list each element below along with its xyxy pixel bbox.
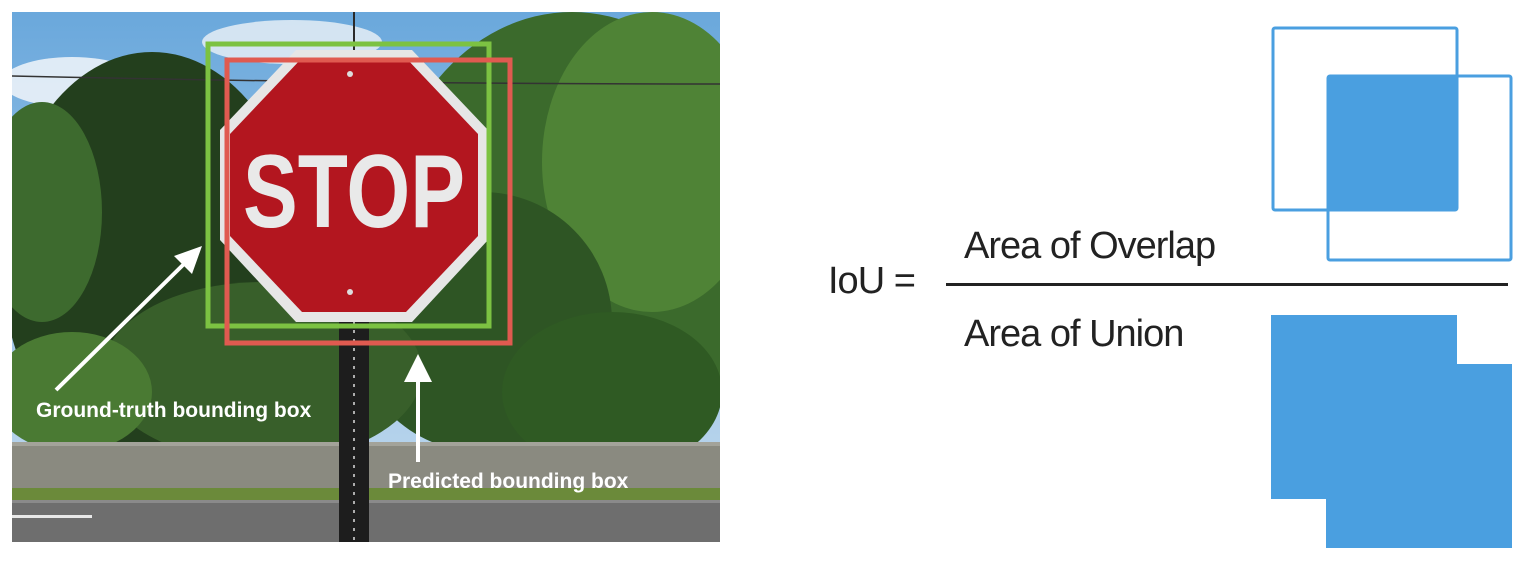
iou-label: IoU = bbox=[828, 260, 916, 302]
ground-truth-arrow-icon bbox=[54, 246, 202, 392]
box-b-outline bbox=[1326, 74, 1513, 262]
union-diagram bbox=[1271, 315, 1512, 548]
union-area-shape bbox=[1271, 315, 1512, 548]
stop-sign: STOP bbox=[220, 50, 488, 322]
overlap-diagram bbox=[1271, 26, 1513, 262]
ground-truth-box bbox=[205, 41, 492, 329]
stop-sign-photo: STOP Ground-truth bounding box Predicted… bbox=[12, 12, 720, 542]
predicted-box bbox=[224, 57, 513, 346]
fraction-bar bbox=[946, 283, 1508, 286]
box-a-outline bbox=[1271, 26, 1459, 212]
overlap-area-shape bbox=[1328, 76, 1457, 210]
predicted-label: Predicted bounding box bbox=[388, 470, 629, 493]
stop-sign-text: STOP bbox=[243, 134, 465, 250]
ground-truth-label: Ground-truth bounding box bbox=[36, 399, 312, 422]
numerator-label: Area of Overlap bbox=[964, 225, 1216, 267]
iou-formula: IoU = Area of Overlap Area of Union bbox=[820, 20, 1520, 560]
predicted-arrow-icon bbox=[404, 354, 432, 462]
denominator-label: Area of Union bbox=[964, 313, 1184, 355]
